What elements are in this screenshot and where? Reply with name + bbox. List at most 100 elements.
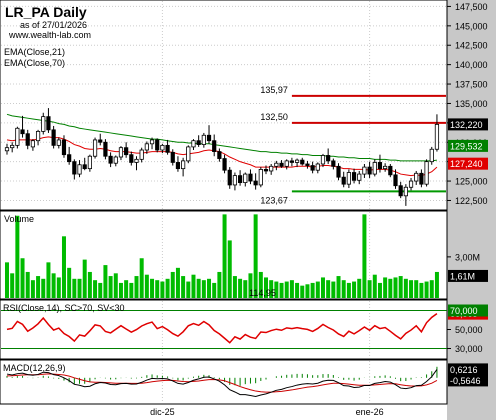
- volume-layer: [5, 214, 439, 298]
- volume-bar: [232, 276, 237, 298]
- candle-body: [51, 129, 56, 146]
- volume-bar: [36, 276, 41, 298]
- price-axis-panel: [447, 0, 496, 420]
- volume-bar: [56, 277, 61, 298]
- volume-bar: [320, 277, 325, 298]
- candle: [408, 177, 414, 191]
- volume-bar: [103, 265, 108, 298]
- candle: [372, 159, 377, 177]
- rsi-last-label-text: 70,000: [450, 306, 478, 316]
- macd-last-label: 0,6216: [448, 363, 488, 376]
- candle: [331, 158, 336, 170]
- candle: [217, 148, 222, 162]
- candle: [191, 139, 196, 151]
- volume-bar: [155, 280, 160, 298]
- price-last-label: 127,240: [448, 157, 488, 170]
- candle: [165, 139, 170, 155]
- volume-last-label-box: [448, 269, 488, 282]
- volume-bar: [108, 276, 113, 298]
- candle-body: [419, 172, 424, 185]
- volume-bar: [238, 278, 243, 298]
- volume-bar: [409, 280, 414, 298]
- volume-bar: [175, 267, 180, 298]
- volume-bar: [118, 282, 123, 298]
- candle-body: [144, 143, 149, 151]
- macd-title: MACD(12,26,9): [3, 363, 66, 373]
- candle-body: [248, 173, 253, 182]
- candle: [398, 181, 403, 199]
- volume-bar: [362, 214, 367, 298]
- candle-body: [103, 141, 108, 157]
- candle-body: [388, 165, 393, 176]
- candle-body: [227, 169, 232, 186]
- candle-body: [377, 162, 383, 170]
- candle: [232, 172, 238, 191]
- price-tick-label: 125,000: [455, 177, 488, 187]
- volume-bar: [98, 282, 103, 298]
- candle-body: [212, 140, 217, 152]
- candle-body: [253, 180, 258, 186]
- volume-bar: [196, 278, 201, 298]
- candle: [434, 114, 440, 152]
- candle: [72, 159, 77, 180]
- candle-body: [72, 161, 77, 175]
- volume-bar: [403, 278, 408, 298]
- candle-body: [160, 144, 165, 151]
- price-last-label-box: [448, 157, 488, 170]
- candle-body: [217, 151, 222, 159]
- volume-bar: [139, 258, 144, 298]
- candle-body: [181, 160, 186, 170]
- price-tick-label: 147,500: [455, 2, 488, 12]
- candle: [414, 170, 419, 185]
- candle-body: [129, 154, 134, 163]
- volume-bar: [248, 273, 253, 298]
- volume-bar: [434, 271, 439, 298]
- candle-body: [196, 140, 201, 145]
- volume-bar: [310, 282, 315, 298]
- volume-bar: [144, 274, 149, 298]
- candle-body: [351, 172, 357, 181]
- candle-body: [289, 160, 295, 163]
- candle-body: [113, 156, 118, 164]
- candle-body: [258, 169, 263, 186]
- candle-body: [232, 175, 238, 186]
- volume-bar: [181, 276, 186, 298]
- candle: [108, 152, 113, 168]
- volume-bar: [393, 277, 398, 298]
- volume-bar: [315, 281, 320, 298]
- volume-bar: [30, 280, 35, 298]
- volume-bar: [357, 278, 362, 298]
- volume-bar: [429, 280, 434, 298]
- candle: [279, 160, 284, 168]
- chart-website: www.wealth-lab.com: [8, 30, 91, 40]
- candle: [46, 108, 51, 133]
- candle-body: [274, 162, 279, 167]
- volume-bar: [20, 258, 25, 298]
- candle-body: [341, 176, 346, 185]
- candle: [35, 129, 41, 146]
- volume-bar: [113, 273, 118, 298]
- candle: [362, 163, 367, 178]
- x-tick-label: dic-25: [150, 407, 175, 417]
- volume-bar: [191, 274, 196, 298]
- candle-body: [165, 144, 170, 153]
- candle: [289, 157, 295, 167]
- candle: [237, 170, 243, 186]
- macd-last-label-text: -0,5646: [450, 376, 481, 386]
- candle: [269, 163, 274, 175]
- volume-bar: [377, 282, 382, 298]
- volume-bar: [160, 281, 165, 298]
- candle-body: [326, 155, 331, 162]
- volume-bar: [264, 277, 268, 298]
- candle: [263, 165, 269, 175]
- candle: [181, 157, 186, 177]
- candle: [222, 154, 227, 174]
- volume-bar: [336, 276, 341, 298]
- candle: [201, 132, 206, 148]
- candle: [403, 184, 408, 206]
- price-tick-label: 122,500: [455, 196, 488, 206]
- candle-body: [201, 134, 206, 145]
- legend-ema21: EMA(Close,21): [4, 47, 65, 57]
- candle-body: [372, 162, 377, 175]
